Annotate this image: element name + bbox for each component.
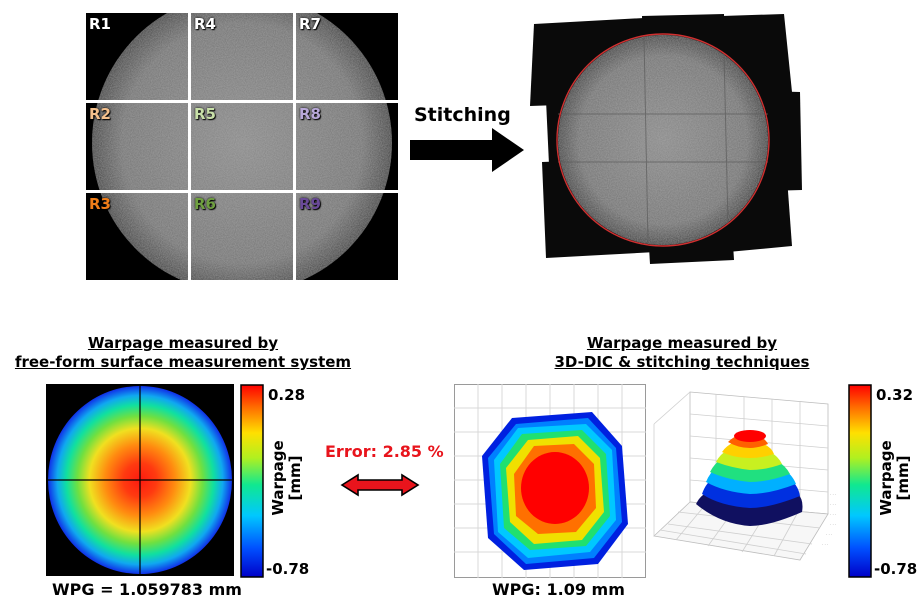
left-panel-heading: Warpage measured by free-form surface me… <box>14 334 352 371</box>
tile-label: R1 <box>89 15 111 33</box>
double-arrow-icon <box>340 473 420 497</box>
dic-warpage-3d-plot: · · · · · · · · · · · · · · · · · · <box>653 391 836 561</box>
tile-label: R2 <box>89 105 111 123</box>
svg-text:· · ·: · · · <box>830 492 836 497</box>
tile-label: R5 <box>194 105 216 123</box>
tile-r3: R3 <box>86 193 188 280</box>
svg-text:· · ·: · · · <box>830 522 836 527</box>
tile-r5: R5 <box>191 103 293 190</box>
stitched-mosaic-image <box>530 14 802 264</box>
right-colorbar-max: 0.32 <box>876 386 914 404</box>
tile-r9: R9 <box>296 193 398 280</box>
svg-text:· · ·: · · · <box>830 512 836 517</box>
tile-label: R7 <box>299 15 321 33</box>
svg-text:· · ·: · · · <box>826 532 832 537</box>
right-panel-heading: Warpage measured by 3D-DIC & stitching t… <box>554 334 810 371</box>
tile-grid: R1 R4 R7 R2 R5 R8 R3 R6 R9 <box>86 13 398 280</box>
error-label: Error: 2.85 % <box>325 442 444 461</box>
tile-label: R9 <box>299 195 321 213</box>
left-colorbar-min: -0.78 <box>266 560 310 578</box>
left-wpg-value: WPG = 1.059783 mm <box>52 580 242 599</box>
left-colorbar-title: Warpage [mm] <box>269 440 304 516</box>
tile-label: R4 <box>194 15 216 33</box>
right-wpg-value: WPG: 1.09 mm <box>492 580 625 599</box>
right-colorbar-min: -0.78 <box>874 560 918 578</box>
tile-label: R3 <box>89 195 111 213</box>
tile-r6: R6 <box>191 193 293 280</box>
tile-r8: R8 <box>296 103 398 190</box>
tile-label: R6 <box>194 195 216 213</box>
left-colorbar <box>240 384 264 578</box>
tile-r4: R4 <box>191 13 293 100</box>
stitching-label: Stitching <box>414 104 511 126</box>
tile-r7: R7 <box>296 13 398 100</box>
tile-r1: R1 <box>86 13 188 100</box>
svg-text:· · ·: · · · <box>822 542 828 547</box>
tile-r2: R2 <box>86 103 188 190</box>
svg-text:· · ·: · · · <box>830 502 836 507</box>
free-form-warpage-map <box>46 384 234 576</box>
dic-warpage-2d-map <box>454 384 646 578</box>
left-colorbar-max: 0.28 <box>268 386 306 404</box>
right-colorbar <box>848 384 872 578</box>
right-colorbar-title: Warpage [mm] <box>877 440 912 516</box>
right-arrow-icon <box>410 128 524 172</box>
tile-label: R8 <box>299 105 321 123</box>
